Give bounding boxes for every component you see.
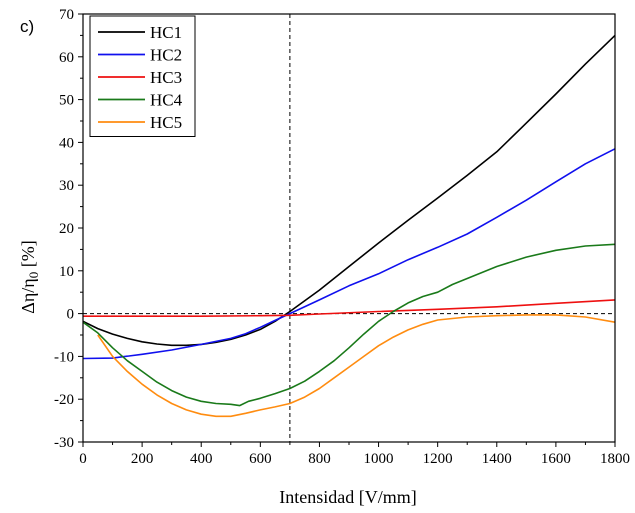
panel-label: c) bbox=[20, 17, 34, 36]
x-tick-label-0: 0 bbox=[79, 451, 87, 467]
legend-label-hc1: HC1 bbox=[150, 23, 182, 42]
y-tick-label-0: 0 bbox=[67, 307, 75, 323]
y-tick-label-30: 30 bbox=[59, 178, 74, 194]
x-tick-label-1800: 1800 bbox=[600, 451, 630, 467]
y-axis-label-unit: [%] bbox=[18, 240, 38, 271]
y-tick-label-10: 10 bbox=[59, 264, 74, 280]
x-tick-label-400: 400 bbox=[190, 451, 213, 467]
legend-label-hc2: HC2 bbox=[150, 46, 182, 65]
y-axis-label-subscript: 0 bbox=[26, 272, 41, 279]
y-tick-label-70: 70 bbox=[59, 7, 74, 23]
y-tick-label-40: 40 bbox=[59, 135, 74, 151]
x-tick-label-1200: 1200 bbox=[423, 451, 453, 467]
x-tick-label-600: 600 bbox=[249, 451, 272, 467]
legend-label-hc3: HC3 bbox=[150, 68, 182, 87]
x-tick-label-1400: 1400 bbox=[482, 451, 512, 467]
y-tick-label--30: -30 bbox=[54, 435, 74, 451]
x-axis-label: Intensidad [V/mm] bbox=[279, 487, 416, 507]
y-tick-label--10: -10 bbox=[54, 349, 74, 365]
plot-area: 0 200 400 600 800 1000 1200 1400 1600 1800-30-20-… bbox=[54, 7, 630, 467]
series-line-hc3 bbox=[83, 299, 616, 318]
y-tick-label-60: 60 bbox=[59, 50, 74, 66]
y-tick-label-50: 50 bbox=[59, 93, 74, 109]
x-tick-label-200: 200 bbox=[131, 451, 154, 467]
series-line-hc1 bbox=[82, 34, 616, 347]
series-line-hc2 bbox=[82, 148, 616, 360]
legend-label-hc5: HC5 bbox=[150, 113, 182, 132]
y-axis-label-main: Δη/η bbox=[18, 278, 38, 313]
x-tick-label-1600: 1600 bbox=[541, 451, 571, 467]
y-tick-label--20: -20 bbox=[54, 392, 74, 408]
legend-label-hc4: HC4 bbox=[150, 91, 183, 110]
y-tick-label-20: 20 bbox=[59, 221, 74, 237]
x-tick-label-800: 800 bbox=[308, 451, 331, 467]
x-tick-label-1000: 1000 bbox=[364, 451, 394, 467]
y-axis-label: Δη/η0 [%] bbox=[18, 240, 41, 313]
series-line-hc5 bbox=[97, 314, 616, 418]
series-line-hc4 bbox=[82, 243, 616, 407]
